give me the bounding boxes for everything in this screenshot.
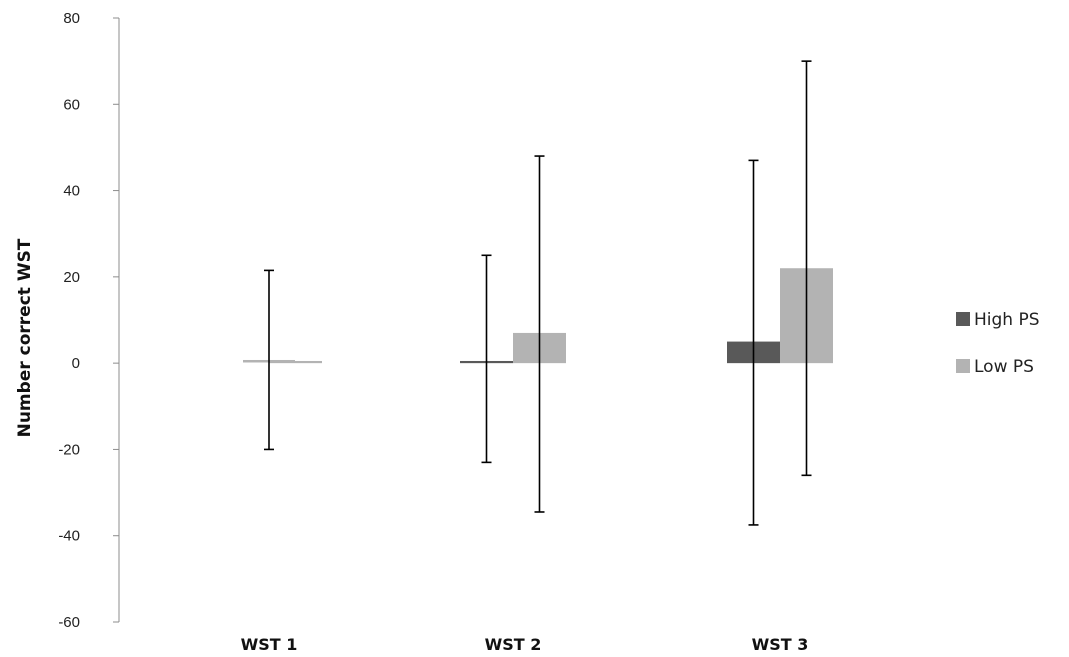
x-category-label: WST 3 — [752, 635, 809, 654]
bars — [243, 268, 833, 364]
bar-low-ps — [269, 360, 322, 364]
x-category-labels: WST 1 WST 2 WST 3 — [241, 635, 809, 654]
legend-swatch — [956, 359, 970, 373]
y-tick-label: 80 — [63, 10, 80, 27]
y-tick-label: -40 — [58, 528, 80, 545]
x-category-label: WST 2 — [485, 635, 542, 654]
y-tick-label: 40 — [63, 183, 80, 200]
legend-swatch — [956, 312, 970, 326]
y-axis-title: Number correct WST — [15, 238, 35, 437]
legend-label: High PS — [974, 310, 1040, 330]
y-tick-label: 60 — [63, 96, 80, 113]
y-tick-label: 20 — [63, 269, 80, 286]
y-axis — [113, 17, 120, 623]
y-tick-label: 0 — [72, 355, 80, 372]
y-tick-labels: 80 60 40 20 0 -20 -40 -60 — [58, 10, 80, 631]
legend-label: Low PS — [974, 357, 1034, 377]
x-category-label: WST 1 — [241, 635, 298, 654]
y-tick-label: -60 — [58, 614, 80, 631]
legend: High PS Low PS — [956, 310, 1040, 377]
y-tick-label: -20 — [58, 441, 80, 458]
error-bars — [264, 60, 812, 526]
